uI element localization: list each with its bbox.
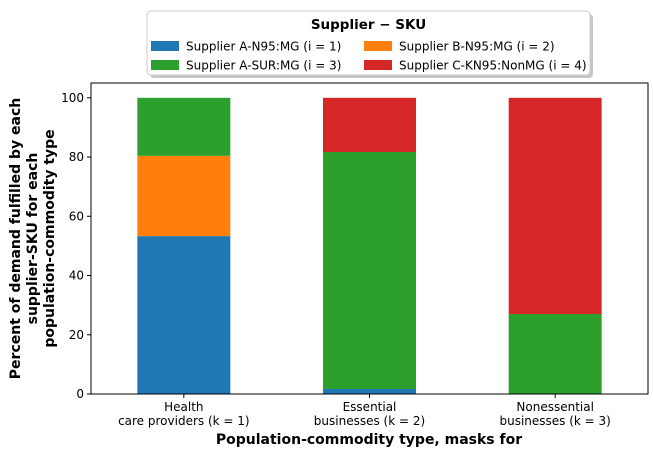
y-axis-title-line: supplier-SKU for each (25, 153, 41, 325)
bars-group (137, 97, 602, 394)
y-tick-label: 60 (69, 209, 84, 223)
x-tick-label: businesses (k = 3) (499, 414, 610, 428)
x-tick-label: Nonessential (516, 400, 594, 414)
y-axis-title: Percent of demand fulfilled by each suppl… (8, 98, 58, 379)
x-tick-label: Health (164, 400, 203, 414)
bar-segment-cat3-series3 (508, 314, 602, 394)
legend-swatch-series1 (151, 41, 179, 51)
y-tick-label: 0 (76, 387, 84, 401)
bar-segment-cat2-series3 (323, 152, 416, 389)
legend-label-series2: Supplier B-N95:MG (i = 2) (399, 40, 555, 54)
legend-label-series4: Supplier C-KN95:NonMG (i = 4) (399, 59, 587, 73)
bar-segment-cat1-series2 (137, 155, 231, 237)
y-tick-label: 20 (69, 328, 84, 342)
y-axis-title-line: population-commodity type (42, 129, 58, 347)
x-tick-label: care providers (k = 1) (118, 414, 250, 428)
legend-swatch-series2 (364, 41, 392, 51)
y-tick-label: 100 (61, 91, 84, 105)
y-tick-label: 40 (69, 269, 84, 283)
bar-segment-cat3-series4 (508, 97, 602, 315)
y-axis-title-line: Percent of demand fulfilled by each (8, 98, 24, 379)
legend-title: Supplier − SKU (311, 17, 426, 33)
legend-swatch-series4 (364, 60, 392, 70)
bar-segment-cat2-series4 (323, 97, 416, 153)
x-tick-label: businesses (k = 2) (314, 414, 425, 428)
y-tick-label: 80 (69, 150, 84, 164)
legend-label-series1: Supplier A-N95:MG (i = 1) (186, 40, 341, 54)
y-axis: 0 20 40 60 80 100 (61, 91, 91, 401)
x-tick-label: Essential (343, 400, 397, 414)
legend-swatch-series3 (151, 60, 179, 70)
bar-segment-cat2-series1 (323, 388, 416, 394)
bar-segment-cat1-series1 (137, 236, 231, 394)
legend-label-series3: Supplier A-SUR:MG (i = 3) (186, 59, 341, 73)
legend: Supplier − SKU Supplier A-N95:MG (i = 1) S… (146, 10, 593, 78)
x-axis-title: Population-commodity type, masks for (216, 432, 522, 448)
bar-segment-cat1-series3 (137, 97, 231, 156)
